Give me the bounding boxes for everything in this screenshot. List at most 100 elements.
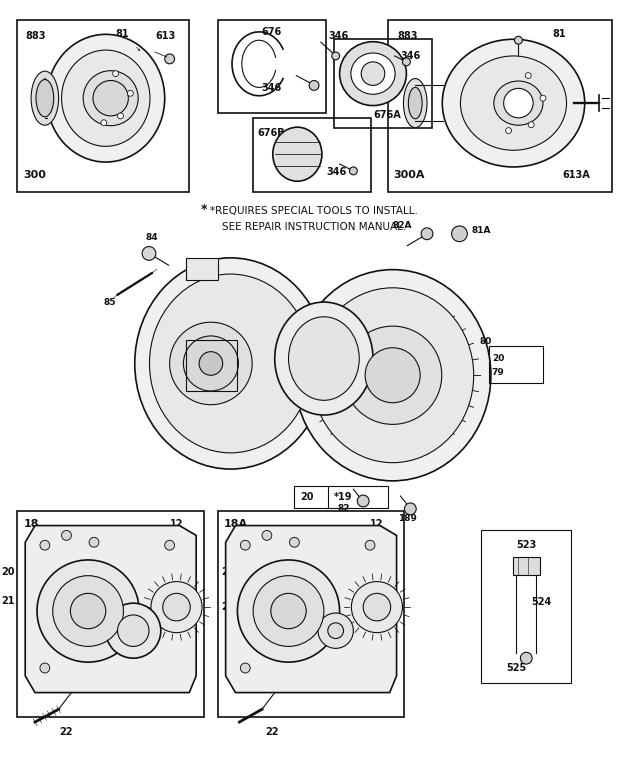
Circle shape	[241, 663, 250, 673]
Text: 525: 525	[507, 663, 526, 673]
Text: 79: 79	[492, 368, 505, 377]
Ellipse shape	[494, 81, 543, 125]
Circle shape	[506, 128, 511, 134]
Circle shape	[290, 538, 299, 547]
Text: 18A: 18A	[224, 519, 248, 529]
Circle shape	[113, 71, 118, 76]
Circle shape	[365, 540, 375, 550]
Text: 12: 12	[370, 519, 384, 529]
Text: 300: 300	[23, 170, 46, 180]
Circle shape	[271, 594, 306, 629]
Circle shape	[451, 226, 467, 242]
Ellipse shape	[288, 317, 359, 401]
Text: 676B: 676B	[257, 128, 285, 138]
Circle shape	[540, 95, 546, 101]
Text: 346: 346	[401, 51, 421, 61]
Text: 80: 80	[479, 338, 492, 346]
Ellipse shape	[294, 270, 491, 481]
Text: 18: 18	[23, 519, 38, 529]
Circle shape	[404, 503, 416, 515]
Bar	[17, 19, 189, 191]
Ellipse shape	[442, 39, 585, 167]
Ellipse shape	[273, 127, 322, 181]
Circle shape	[106, 603, 161, 658]
Bar	[513, 557, 540, 575]
Circle shape	[118, 113, 123, 119]
Circle shape	[421, 228, 433, 240]
Text: 613A: 613A	[562, 170, 590, 180]
Circle shape	[365, 348, 420, 403]
Text: *REQUIRES SPECIAL TOOLS TO INSTALL.: *REQUIRES SPECIAL TOOLS TO INSTALL.	[210, 206, 418, 216]
Bar	[334, 39, 432, 128]
Circle shape	[328, 623, 343, 639]
Ellipse shape	[351, 53, 395, 94]
Ellipse shape	[312, 288, 474, 463]
Text: 81A: 81A	[471, 226, 491, 235]
Circle shape	[237, 560, 340, 662]
Ellipse shape	[135, 258, 326, 469]
Text: 346: 346	[327, 166, 347, 177]
Polygon shape	[25, 526, 196, 692]
Circle shape	[93, 80, 128, 116]
Text: 85: 85	[104, 298, 116, 307]
Bar	[218, 511, 404, 717]
Circle shape	[262, 531, 272, 540]
Circle shape	[361, 61, 385, 86]
Circle shape	[503, 89, 533, 117]
Bar	[187, 258, 218, 280]
Text: 82A: 82A	[392, 222, 412, 230]
Circle shape	[83, 71, 138, 126]
Text: 21: 21	[1, 596, 14, 606]
Circle shape	[142, 247, 156, 261]
Bar	[253, 117, 371, 191]
Circle shape	[520, 652, 532, 664]
Text: 89: 89	[188, 373, 201, 381]
Ellipse shape	[149, 274, 312, 453]
Text: 189: 189	[398, 514, 417, 523]
Ellipse shape	[47, 34, 165, 162]
Circle shape	[253, 576, 324, 647]
Circle shape	[357, 495, 369, 507]
Circle shape	[40, 663, 50, 673]
Circle shape	[352, 582, 402, 633]
Text: *: *	[201, 203, 208, 216]
Ellipse shape	[409, 87, 422, 119]
Circle shape	[318, 613, 353, 648]
Bar	[187, 340, 237, 391]
Circle shape	[71, 594, 106, 629]
Text: SEE REPAIR INSTRUCTION MANUAL.: SEE REPAIR INSTRUCTION MANUAL.	[222, 222, 406, 232]
Text: 883: 883	[25, 31, 46, 41]
Text: 676A: 676A	[374, 110, 402, 120]
Circle shape	[40, 540, 50, 550]
Ellipse shape	[36, 79, 54, 117]
Circle shape	[184, 336, 239, 391]
Circle shape	[89, 538, 99, 547]
Circle shape	[37, 560, 139, 662]
Circle shape	[363, 594, 391, 621]
Ellipse shape	[404, 79, 427, 128]
Ellipse shape	[31, 71, 59, 125]
Ellipse shape	[61, 50, 150, 146]
Circle shape	[127, 90, 133, 96]
Text: *19: *19	[334, 492, 352, 502]
Text: 523: 523	[516, 540, 536, 550]
Polygon shape	[226, 526, 397, 692]
Text: 87: 87	[188, 359, 201, 369]
Text: 20: 20	[300, 492, 314, 502]
Circle shape	[199, 352, 223, 375]
Text: 86: 86	[188, 347, 201, 356]
Circle shape	[402, 58, 410, 66]
Text: 88: 88	[193, 265, 205, 274]
Circle shape	[241, 540, 250, 550]
Circle shape	[170, 322, 252, 405]
Text: 21: 21	[222, 602, 235, 612]
Text: 300A: 300A	[394, 170, 425, 180]
Text: 84: 84	[146, 233, 158, 242]
Text: 82: 82	[337, 504, 350, 513]
Circle shape	[343, 326, 442, 424]
Bar	[388, 19, 612, 191]
Circle shape	[53, 576, 123, 647]
Bar	[489, 345, 543, 383]
Circle shape	[101, 120, 107, 126]
Text: ↘: ↘	[135, 46, 141, 52]
